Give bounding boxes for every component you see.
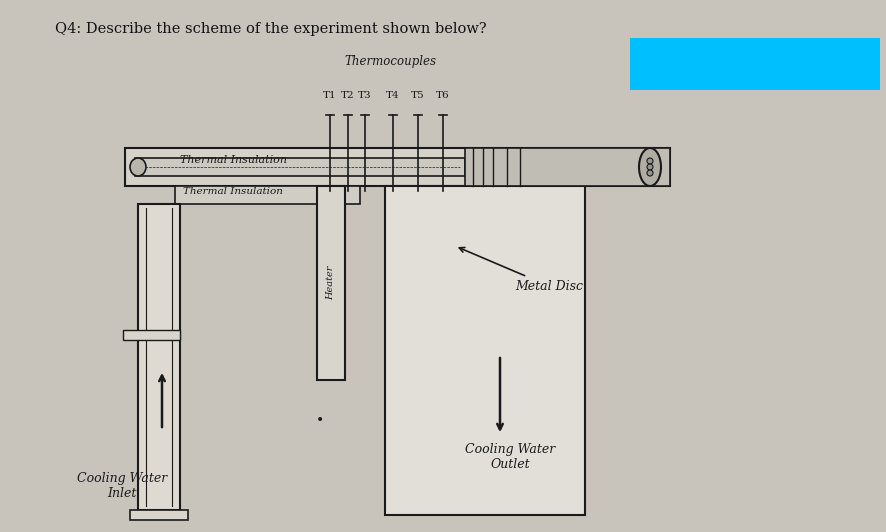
Circle shape	[647, 164, 653, 170]
Bar	[138, 204, 180, 510]
Text: T6: T6	[436, 91, 450, 100]
Bar	[123, 330, 180, 340]
Text: T3: T3	[358, 91, 372, 100]
Bar	[125, 148, 670, 186]
Text: Thermal Insulation: Thermal Insulation	[180, 155, 287, 165]
Text: Thermocouples: Thermocouples	[344, 55, 436, 68]
Bar	[317, 186, 345, 380]
Bar	[385, 186, 585, 515]
Text: T2: T2	[341, 91, 354, 100]
Text: Q4: Describe the scheme of the experiment shown below?: Q4: Describe the scheme of the experimen…	[55, 22, 486, 36]
Ellipse shape	[639, 148, 661, 186]
Text: Heater: Heater	[327, 266, 336, 300]
Text: T1: T1	[323, 91, 337, 100]
Bar	[175, 186, 360, 204]
Circle shape	[647, 158, 653, 164]
Text: Thermal Insulation: Thermal Insulation	[183, 187, 283, 195]
Bar	[465, 148, 670, 186]
Bar	[130, 510, 188, 520]
Circle shape	[647, 170, 653, 176]
Text: T4: T4	[386, 91, 400, 100]
Bar	[135, 158, 465, 176]
Text: Cooling Water
Inlet: Cooling Water Inlet	[77, 472, 167, 500]
Text: T5: T5	[411, 91, 424, 100]
Text: Cooling Water
Outlet: Cooling Water Outlet	[465, 443, 556, 471]
Text: •: •	[316, 413, 324, 427]
Text: Metal Disc: Metal Disc	[459, 247, 583, 293]
Ellipse shape	[130, 158, 146, 176]
Bar	[630, 38, 880, 90]
